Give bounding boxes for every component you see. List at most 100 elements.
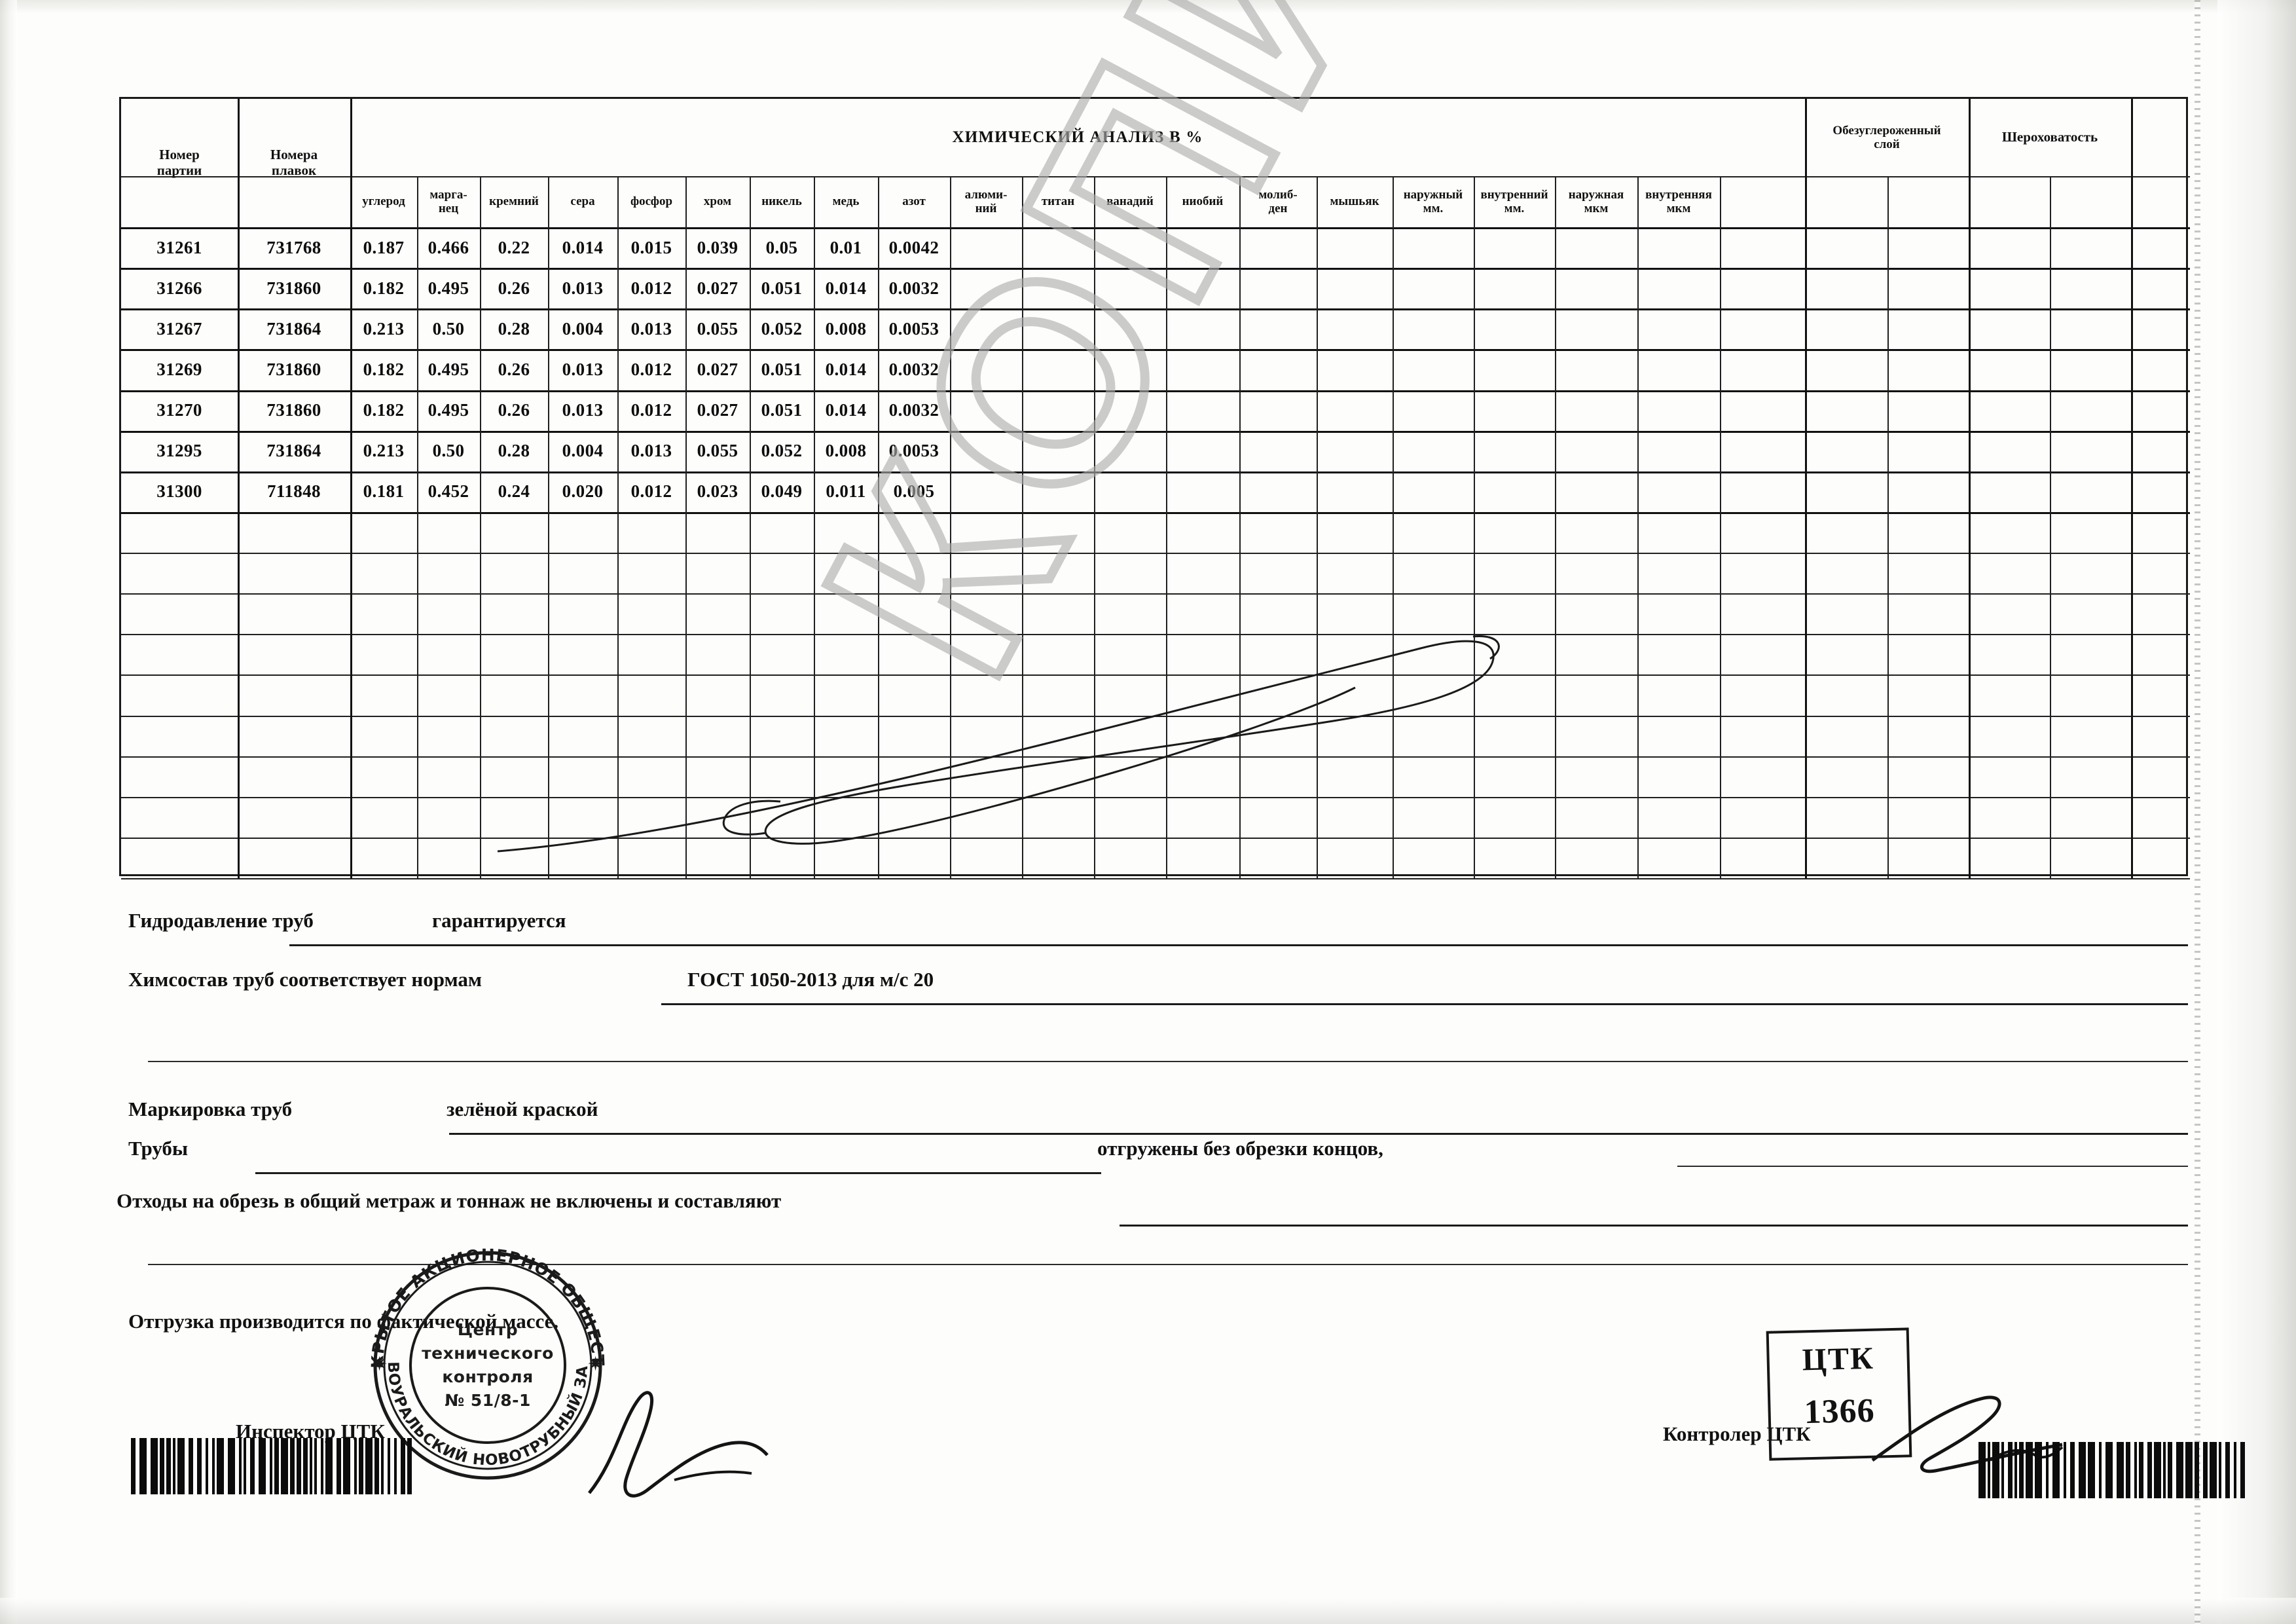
barcode-bar bbox=[2079, 1442, 2086, 1498]
cell-copper: 0.008 bbox=[825, 318, 867, 339]
table-vline bbox=[1239, 176, 1241, 878]
cell-carbon: 0.187 bbox=[363, 237, 405, 257]
table-vline bbox=[878, 176, 879, 878]
cell-chromium: 0.039 bbox=[697, 237, 738, 257]
header-copper: медь bbox=[832, 194, 860, 209]
table-hline bbox=[121, 349, 2190, 352]
table-vline bbox=[1969, 99, 1971, 878]
header-nickel: никель bbox=[761, 194, 802, 209]
cell-chromium: 0.027 bbox=[697, 278, 738, 298]
barcode-bar bbox=[2126, 1442, 2130, 1498]
header-molybdenum: молиб-ден bbox=[1258, 187, 1298, 215]
header-titanium: титан bbox=[1041, 194, 1075, 209]
table-vline bbox=[2050, 176, 2051, 878]
cell-copper: 0.008 bbox=[825, 441, 867, 461]
header-chromium: хром bbox=[703, 194, 732, 209]
table-vline bbox=[1805, 99, 1807, 878]
cell-party-number: 31300 bbox=[156, 481, 202, 502]
barcode-bar bbox=[388, 1438, 390, 1494]
cell-party-number: 31295 bbox=[156, 441, 202, 461]
cell-copper: 0.01 bbox=[829, 237, 862, 257]
cell-heat-number: 731860 bbox=[266, 400, 321, 420]
scan-edge-left bbox=[0, 0, 17, 1624]
barcode-bar bbox=[217, 1438, 224, 1494]
pipes-rule-right bbox=[1677, 1166, 2188, 1167]
barcode-right bbox=[1978, 1442, 2249, 1498]
cell-carbon: 0.182 bbox=[363, 278, 405, 298]
barcode-bar bbox=[2210, 1442, 2217, 1498]
cell-nickel: 0.051 bbox=[761, 359, 803, 379]
pipes-rule-left bbox=[255, 1172, 1101, 1174]
table-hline bbox=[121, 227, 2190, 229]
waste-label: Отходы на обрезь в общий метраж и тоннаж… bbox=[117, 1189, 782, 1212]
cell-phosphorus: 0.013 bbox=[630, 441, 672, 461]
cell-party-number: 31267 bbox=[156, 318, 202, 339]
barcode-bar bbox=[303, 1438, 308, 1494]
cell-party-number: 31269 bbox=[156, 359, 202, 379]
cell-chromium: 0.055 bbox=[697, 318, 738, 339]
barcode-bar bbox=[270, 1438, 272, 1494]
cell-manganese: 0.495 bbox=[428, 359, 469, 379]
barcode-bar bbox=[2168, 1442, 2172, 1498]
cell-nickel: 0.052 bbox=[761, 441, 803, 461]
barcode-bar bbox=[2163, 1442, 2166, 1498]
cell-manganese: 0.495 bbox=[428, 278, 469, 298]
barcode-bar bbox=[1988, 1442, 1990, 1498]
barcode-bar bbox=[321, 1438, 323, 1494]
scan-edge-top bbox=[0, 0, 2296, 14]
cell-manganese: 0.466 bbox=[428, 237, 469, 257]
table-hline bbox=[121, 553, 2190, 554]
table-vline bbox=[1166, 176, 1167, 878]
ctk-stamp-line2: 1366 bbox=[1803, 1392, 1876, 1431]
table-hline bbox=[121, 390, 2190, 392]
pipes-label: Трубы bbox=[128, 1137, 189, 1160]
cell-party-number: 31270 bbox=[156, 400, 202, 420]
barcode-bar bbox=[2203, 1442, 2208, 1498]
cell-nitrogen: 0.0032 bbox=[888, 359, 939, 379]
table-vline bbox=[950, 176, 951, 878]
blank-rule-2 bbox=[148, 1264, 2188, 1265]
barcode-bar bbox=[407, 1438, 412, 1494]
barcode-bar bbox=[212, 1438, 215, 1494]
barcode-bar bbox=[297, 1438, 301, 1494]
cell-party-number: 31266 bbox=[156, 278, 202, 298]
cell-carbon: 0.182 bbox=[363, 400, 405, 420]
barcode-bar bbox=[2219, 1442, 2221, 1498]
barcode-bar bbox=[2105, 1442, 2113, 1498]
barcode-bar bbox=[401, 1438, 405, 1494]
barcode-bar bbox=[259, 1438, 266, 1494]
barcode-bar bbox=[343, 1438, 350, 1494]
barcode-bar bbox=[228, 1438, 235, 1494]
cell-phosphorus: 0.012 bbox=[630, 481, 672, 502]
cell-heat-number: 731860 bbox=[266, 359, 321, 379]
cell-sulfur: 0.004 bbox=[562, 318, 604, 339]
table-vline bbox=[238, 99, 240, 878]
barcode-bar bbox=[359, 1438, 363, 1494]
table-hline bbox=[121, 837, 2190, 839]
table-hline bbox=[121, 674, 2190, 676]
table-hline bbox=[121, 878, 2190, 879]
cell-carbon: 0.182 bbox=[363, 359, 405, 379]
cell-sulfur: 0.020 bbox=[562, 481, 604, 502]
hydro-rule bbox=[289, 944, 2188, 946]
cell-nitrogen: 0.0042 bbox=[888, 237, 939, 257]
stamp-center-line4: № 51/8-1 bbox=[445, 1391, 531, 1411]
cell-heat-number: 731864 bbox=[266, 318, 321, 339]
cell-party-number: 31261 bbox=[156, 237, 202, 257]
table-vline bbox=[1393, 176, 1394, 878]
barcode-bar bbox=[337, 1438, 341, 1494]
table-vline bbox=[814, 176, 815, 878]
shipment-note: Отгрузка производится по фактической мас… bbox=[128, 1310, 559, 1333]
inspector-signature bbox=[576, 1382, 773, 1509]
table-vline bbox=[1720, 176, 1721, 878]
table-vline bbox=[750, 176, 751, 878]
table-hline bbox=[121, 715, 2190, 717]
chem-label: Химсостав труб соответствует нормам bbox=[128, 968, 483, 991]
cell-phosphorus: 0.012 bbox=[630, 278, 672, 298]
cell-chromium: 0.027 bbox=[697, 400, 738, 420]
barcode-bar bbox=[374, 1438, 379, 1494]
header-manganese: марга-нец bbox=[429, 187, 467, 215]
cell-chromium: 0.027 bbox=[697, 359, 738, 379]
cell-silicon: 0.28 bbox=[498, 318, 530, 339]
cell-chromium: 0.055 bbox=[697, 441, 738, 461]
